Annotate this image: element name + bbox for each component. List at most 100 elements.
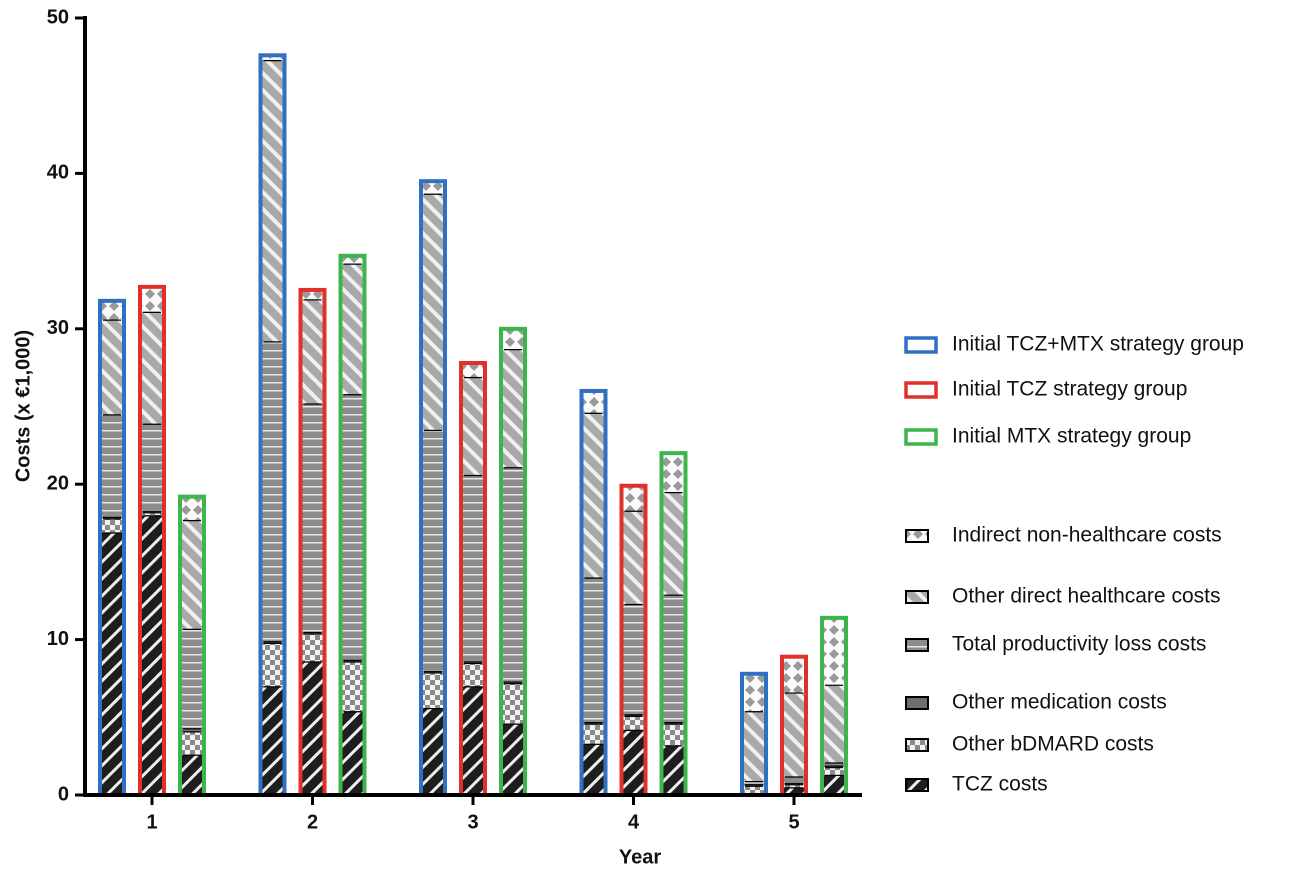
x-tick-label: 1 xyxy=(146,811,157,833)
bar-segment xyxy=(421,429,445,671)
bar-segment xyxy=(140,286,164,312)
bar-segment xyxy=(180,728,204,732)
bar-segment xyxy=(300,289,325,300)
bar-segment xyxy=(340,711,365,795)
y-tick-label: 20 xyxy=(47,472,69,494)
bar-segment xyxy=(421,181,445,194)
legend-label: Other medication costs xyxy=(952,691,1167,714)
bar-segment xyxy=(822,767,846,775)
bar-segment xyxy=(300,403,325,632)
bar-segment xyxy=(822,774,846,795)
bar-segment xyxy=(340,263,365,395)
bar-segment xyxy=(501,467,525,682)
bar-segment xyxy=(742,711,766,782)
bar-segment xyxy=(621,603,646,715)
bar-segment xyxy=(100,319,124,415)
y-axis-title: Costs (x €1,000) xyxy=(12,330,34,482)
bar-segment xyxy=(100,518,124,533)
bar-segment xyxy=(180,731,204,755)
bar-segment xyxy=(501,683,525,724)
bar-segment xyxy=(100,414,124,517)
y-tick-label: 50 xyxy=(47,6,69,28)
bar-segment xyxy=(742,781,766,785)
bar-segment xyxy=(300,299,325,404)
bar-segment xyxy=(180,754,204,795)
bar-segment xyxy=(501,349,525,468)
bar-segment xyxy=(501,723,525,795)
bar-segment xyxy=(260,341,285,642)
bar-segment xyxy=(581,723,606,744)
bar-segment xyxy=(661,594,686,722)
bar-segment xyxy=(501,328,525,350)
bar-segment xyxy=(782,692,806,777)
bar-segment xyxy=(100,300,124,320)
legend-swatch xyxy=(904,428,938,446)
legend-label: Other direct healthcare costs xyxy=(952,585,1220,608)
legend-label: Initial TCZ strategy group xyxy=(952,378,1187,401)
legend-label: TCZ costs xyxy=(952,773,1048,796)
bar-segment xyxy=(140,515,164,795)
bar-segment xyxy=(300,661,325,795)
bar-segment xyxy=(340,394,365,660)
x-tick-label: 5 xyxy=(788,811,799,833)
bar-segment xyxy=(180,628,204,729)
bar-segment xyxy=(461,474,485,662)
legend-swatch xyxy=(905,590,929,604)
bar-segment xyxy=(421,193,445,430)
bar-segment xyxy=(461,686,485,795)
bar-segment xyxy=(621,729,646,795)
legend-swatch xyxy=(904,336,938,354)
bar-segment xyxy=(621,510,646,604)
x-tick-label: 4 xyxy=(628,811,640,833)
bar-segment xyxy=(180,519,204,629)
bar-segment xyxy=(661,453,686,492)
bar-segment xyxy=(140,423,164,511)
bar-segment xyxy=(461,662,485,687)
bar-segment xyxy=(300,633,325,662)
legend-label: Total productivity loss costs xyxy=(952,633,1206,656)
y-tick-label: 0 xyxy=(58,783,69,805)
legend-label: Indirect non-healthcare costs xyxy=(952,524,1222,547)
bar-segment xyxy=(742,785,766,794)
x-tick-label: 3 xyxy=(467,811,478,833)
bar-segment xyxy=(180,496,204,520)
bar-segment xyxy=(822,684,846,763)
bar-segment xyxy=(782,787,806,795)
bar-segment xyxy=(461,362,485,377)
legend-swatch xyxy=(904,381,938,399)
bar-segment xyxy=(621,715,646,730)
bar-segment xyxy=(581,577,606,722)
bar-segment xyxy=(742,673,766,712)
bar-segment xyxy=(581,743,606,795)
bar-segment xyxy=(822,762,846,766)
bar-segment xyxy=(661,491,686,595)
legend-label: Initial MTX strategy group xyxy=(952,425,1191,448)
bar-segment xyxy=(340,661,365,712)
bar-segment xyxy=(782,784,806,788)
legend-label: Other bDMARD costs xyxy=(952,733,1154,756)
x-tick-label: 2 xyxy=(307,811,318,833)
bar-segment xyxy=(621,485,646,511)
bar-segment xyxy=(260,55,285,60)
legend-label: Initial TCZ+MTX strategy group xyxy=(952,333,1244,356)
bar-segment xyxy=(260,686,285,795)
y-tick-label: 40 xyxy=(47,162,69,184)
bar-segment xyxy=(260,59,285,342)
bar-segment xyxy=(782,776,806,783)
bar-segment xyxy=(140,311,164,424)
legend-swatch xyxy=(905,778,929,792)
bar-segment xyxy=(822,617,846,685)
legend-swatch xyxy=(905,529,929,543)
bar-segment xyxy=(581,390,606,413)
bar-segment xyxy=(581,412,606,578)
legend-swatch xyxy=(905,638,929,652)
bar-segment xyxy=(661,745,686,795)
bar-segment xyxy=(461,376,485,475)
legend-swatch xyxy=(905,696,929,710)
bar-segment xyxy=(260,642,285,687)
bar-segment xyxy=(421,707,445,795)
bar-segment xyxy=(340,255,365,264)
bar-segment xyxy=(140,512,164,516)
bar-segment xyxy=(100,532,124,795)
